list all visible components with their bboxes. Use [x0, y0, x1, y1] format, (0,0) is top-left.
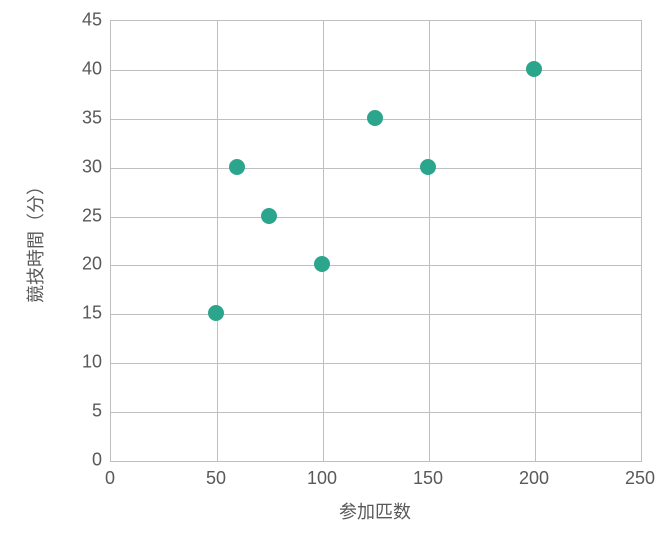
- gridline-h: [111, 265, 641, 266]
- x-tick-label: 150: [413, 468, 443, 489]
- x-tick-label: 100: [307, 468, 337, 489]
- data-point: [314, 256, 330, 272]
- data-point: [367, 110, 383, 126]
- x-tick-label: 200: [519, 468, 549, 489]
- x-tick-label: 250: [625, 468, 655, 489]
- gridline-h: [111, 314, 641, 315]
- plot-area: [110, 20, 642, 462]
- y-tick-label: 0: [70, 450, 102, 471]
- gridline-h: [111, 168, 641, 169]
- gridline-h: [111, 217, 641, 218]
- y-tick-label: 15: [70, 303, 102, 324]
- y-tick-label: 35: [70, 107, 102, 128]
- y-tick-label: 10: [70, 352, 102, 373]
- data-point: [229, 159, 245, 175]
- data-point: [526, 61, 542, 77]
- x-tick-label: 50: [206, 468, 226, 489]
- data-point: [420, 159, 436, 175]
- y-tick-label: 25: [70, 205, 102, 226]
- gridline-v: [535, 21, 536, 461]
- gridline-h: [111, 412, 641, 413]
- y-tick-label: 5: [70, 401, 102, 422]
- x-tick-label: 0: [105, 468, 115, 489]
- y-tick-label: 45: [70, 10, 102, 31]
- gridline-v: [217, 21, 218, 461]
- scatter-chart: 競技時間（分） 参加匹数 0 5 10 15 20 25 30 35 40 45 0 50 100 150…: [0, 0, 662, 545]
- y-tick-label: 20: [70, 254, 102, 275]
- gridline-v: [323, 21, 324, 461]
- gridline-h: [111, 70, 641, 71]
- gridline-h: [111, 363, 641, 364]
- y-tick-label: 30: [70, 156, 102, 177]
- gridline-v: [429, 21, 430, 461]
- data-point: [261, 208, 277, 224]
- y-axis-label: 競技時間（分）: [22, 177, 48, 303]
- x-axis-label: 参加匹数: [339, 498, 411, 524]
- data-point: [208, 305, 224, 321]
- y-tick-label: 40: [70, 58, 102, 79]
